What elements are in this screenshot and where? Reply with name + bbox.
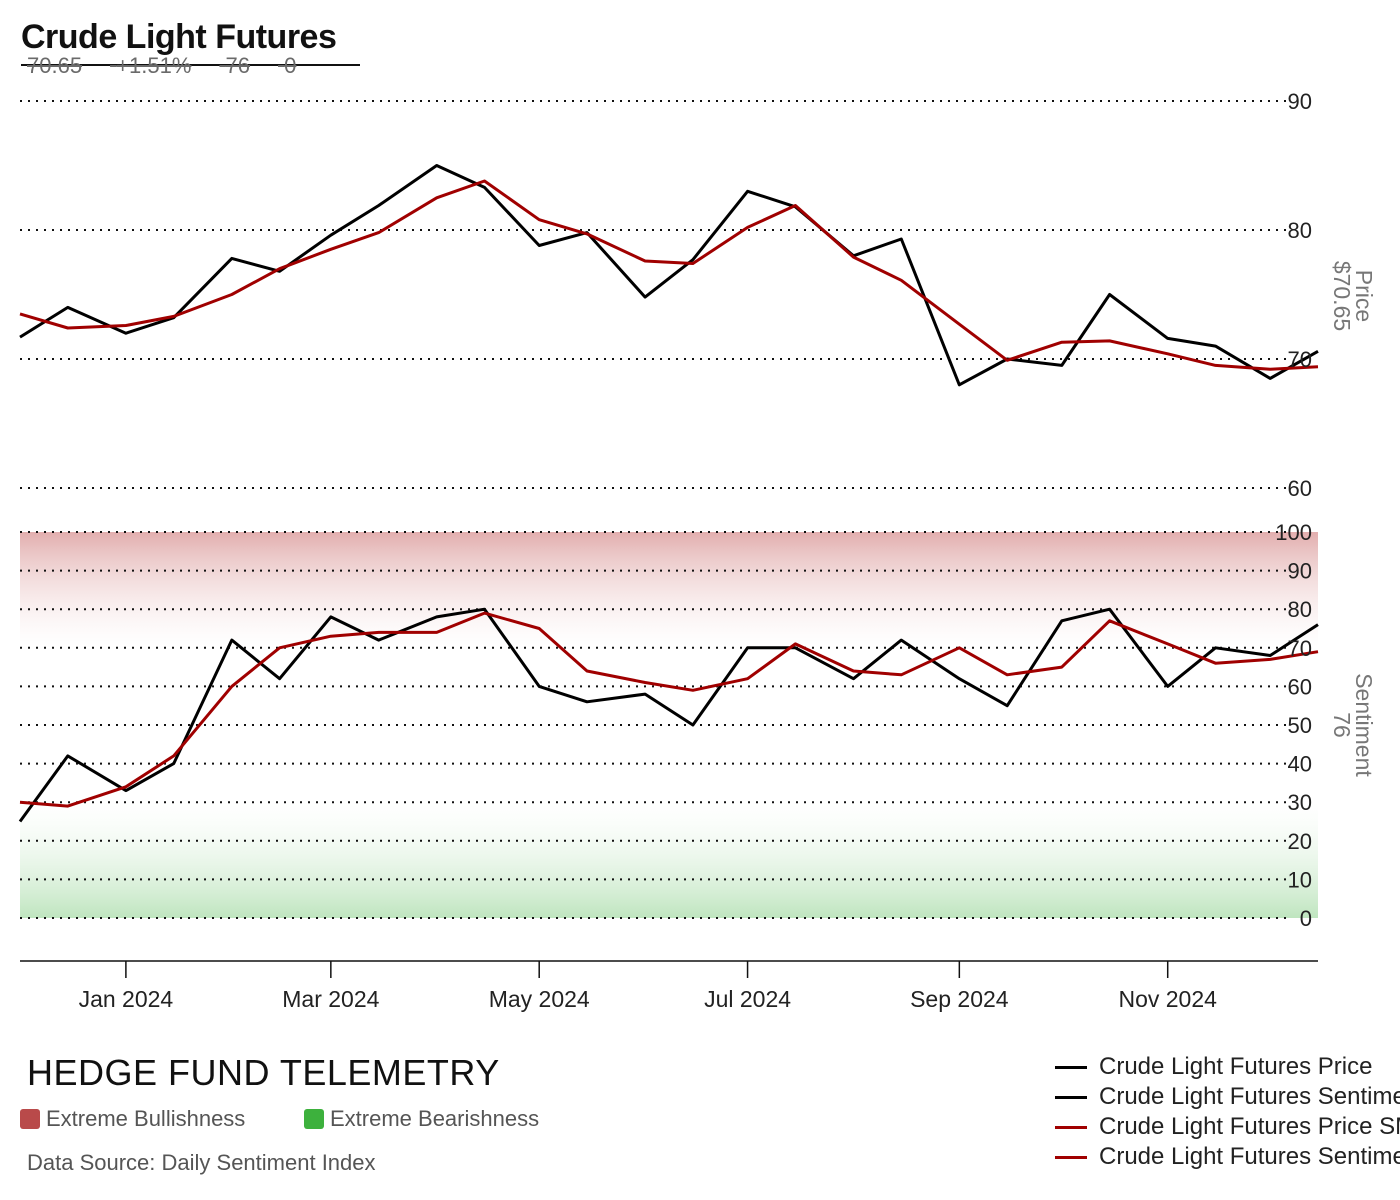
x-tick-label: Nov 2024 [1118,986,1217,1012]
stats-line: 70.65 +1.51% 76 0 [27,53,324,79]
x-tick-label: Jul 2024 [704,986,791,1012]
sentiment-axis-current: 76 [1329,712,1355,738]
sentiment-tick-label: 60 [1288,674,1312,699]
brand-name: HEDGE FUND TELEMETRY [27,1052,500,1093]
legend-item-sentiment[interactable]: Crude Light Futures Sentiment [1055,1082,1400,1112]
price-tick-label: 70 [1288,347,1312,372]
sentiment-tick-label: 90 [1288,559,1312,584]
series-line-3 [19,611,1319,808]
legend-item-price[interactable]: Crude Light Futures Price [1055,1052,1400,1082]
x-tick-label: May 2024 [489,986,590,1012]
legend-label-price: Crude Light Futures Price [1099,1053,1373,1080]
sentiment-tick-label: 40 [1288,752,1312,777]
legend-line-price [1055,1066,1087,1070]
price-axis-current: $70.65 [1329,261,1355,331]
band-extreme-bullishness [20,532,1318,648]
x-tick-label: Jan 2024 [79,986,174,1012]
price-tick-label: 80 [1288,218,1312,243]
sentiment-tick-label: 50 [1288,713,1312,738]
series-line-0 [19,164,1319,387]
legend-label-sentiment: Crude Light Futures Sentiment [1099,1083,1400,1110]
stat-change: +1.51% [116,53,192,78]
sentiment-tick-label: 0 [1300,906,1312,931]
legend-line-price-sma [1055,1126,1087,1130]
legend-line-sentiment-sma [1055,1156,1087,1160]
bull-swatch [20,1109,40,1129]
sentiment-tick-label: 30 [1288,790,1312,815]
x-tick-label: Sep 2024 [910,986,1009,1012]
stat-extra: 0 [284,53,297,78]
legend-extreme-bearishness: Extreme Bearishness [304,1106,539,1132]
series-line-2 [19,179,1319,371]
sentiment-tick-label: 100 [1275,520,1312,545]
sentiment-tick-label: 10 [1288,867,1312,892]
sentiment-bands [20,532,1318,918]
legend-item-sentiment-sma[interactable]: Crude Light Futures Sentiment SMA [1055,1142,1400,1172]
price-axis-title: Price [1351,270,1377,322]
legend-item-price-sma[interactable]: Crude Light Futures Price SMA [1055,1112,1400,1142]
series-legend: Crude Light Futures Price Crude Light Fu… [1055,1052,1400,1172]
stat-price: 70.65 [27,53,83,78]
price-tick-label: 90 [1288,89,1312,114]
stat-sentiment: 76 [225,53,251,78]
bull-label: Extreme Bullishness [46,1106,246,1131]
bear-label: Extreme Bearishness [330,1106,540,1131]
series-lines [18,164,1319,823]
sentiment-tick-label: 80 [1288,597,1312,622]
legend-line-sentiment [1055,1096,1087,1100]
price-tick-label: 60 [1288,476,1312,501]
sentiment-tick-label: 70 [1288,636,1312,661]
legend-label-sentiment-sma: Crude Light Futures Sentiment SMA [1099,1143,1400,1170]
title-underline [21,64,360,66]
series-line-1 [18,607,1319,823]
data-source: Data Source: Daily Sentiment Index [27,1150,376,1175]
sentiment-axis-title: Sentiment [1351,673,1377,777]
sentiment-tick-label: 20 [1288,829,1312,854]
x-axis: Jan 2024 Mar 2024 May 2024 Jul 2024 Sep 2024… [20,960,1318,1012]
chart-title: Crude Light Futures [21,18,337,56]
band-extreme-bearishness [20,802,1318,918]
x-tick-label: Mar 2024 [282,986,379,1012]
grid [20,100,1290,919]
bear-swatch [304,1109,324,1129]
legend-extreme-bullishness: Extreme Bullishness [20,1106,245,1132]
legend-label-price-sma: Crude Light Futures Price SMA [1099,1113,1400,1140]
